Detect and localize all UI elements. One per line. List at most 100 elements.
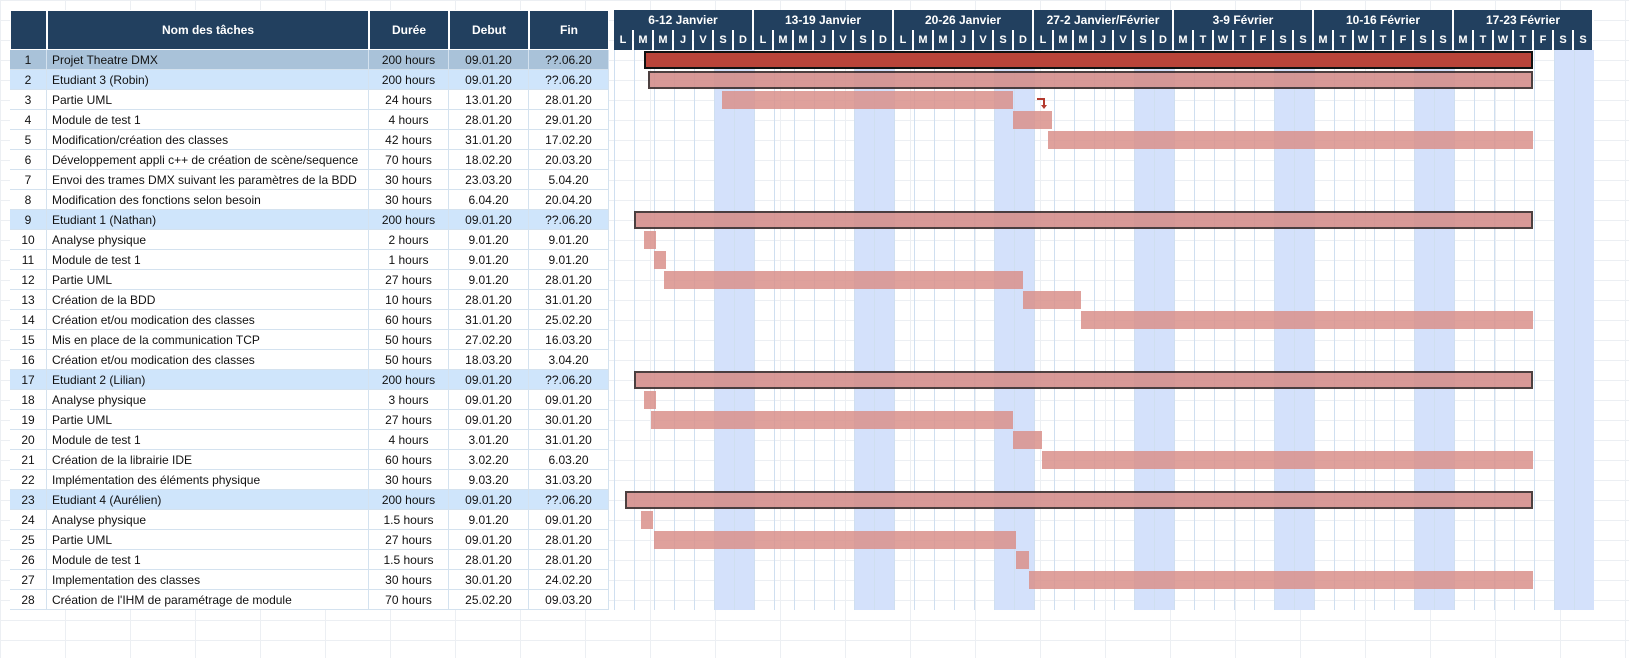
task-name-cell[interactable]: Module de test 1 [47,110,369,130]
duration-cell[interactable]: 70 hours [369,590,449,610]
summary-bar[interactable] [634,371,1533,389]
row-number-cell[interactable]: 28 [10,590,47,610]
task-name-cell[interactable]: Développement appli c++ de création de s… [47,150,369,170]
duration-cell[interactable]: 200 hours [369,50,449,70]
row-number-cell[interactable]: 8 [10,190,47,210]
task-bar[interactable] [1013,431,1042,449]
task-name-cell[interactable]: Analyse physique [47,230,369,250]
end-date-cell[interactable]: 09.01.20 [529,510,609,530]
summary-bar[interactable] [648,71,1533,89]
end-date-cell[interactable]: 09.03.20 [529,590,609,610]
start-date-cell[interactable]: 30.01.20 [449,570,529,590]
task-name-cell[interactable]: Etudiant 4 (Aurélien) [47,490,369,510]
task-name-cell[interactable]: Création de l'IHM de paramétrage de modu… [47,590,369,610]
start-date-cell[interactable]: 09.01.20 [449,390,529,410]
start-date-cell[interactable]: 9.01.20 [449,250,529,270]
task-bar[interactable] [654,531,1016,549]
row-number-cell[interactable]: 15 [10,330,47,350]
duration-cell[interactable]: 200 hours [369,70,449,90]
start-date-cell[interactable]: 9.01.20 [449,510,529,530]
end-date-cell[interactable]: 24.02.20 [529,570,609,590]
duration-cell[interactable]: 42 hours [369,130,449,150]
start-date-cell[interactable]: 25.02.20 [449,590,529,610]
duration-cell[interactable]: 1.5 hours [369,550,449,570]
duration-cell[interactable]: 70 hours [369,150,449,170]
end-date-cell[interactable]: 28.01.20 [529,530,609,550]
row-number-cell[interactable]: 23 [10,490,47,510]
task-bar[interactable] [722,91,1013,109]
duration-header[interactable]: Durée [369,10,449,50]
task-name-cell[interactable]: Projet Theatre DMX [47,50,369,70]
duration-cell[interactable]: 1.5 hours [369,510,449,530]
end-date-cell[interactable]: 20.04.20 [529,190,609,210]
task-name-cell[interactable]: Modification des fonctions selon besoin [47,190,369,210]
task-bar[interactable] [1029,571,1533,589]
task-name-cell[interactable]: Partie UML [47,90,369,110]
duration-cell[interactable]: 24 hours [369,90,449,110]
start-date-cell[interactable]: 27.02.20 [449,330,529,350]
start-date-cell[interactable]: 13.01.20 [449,90,529,110]
task-bar[interactable] [1048,131,1533,149]
task-name-cell[interactable]: Etudiant 3 (Robin) [47,70,369,90]
row-number-cell[interactable]: 19 [10,410,47,430]
duration-cell[interactable]: 27 hours [369,410,449,430]
duration-cell[interactable]: 50 hours [369,350,449,370]
duration-cell[interactable]: 30 hours [369,570,449,590]
duration-cell[interactable]: 200 hours [369,490,449,510]
task-name-cell[interactable]: Module de test 1 [47,250,369,270]
task-name-cell[interactable]: Implémentation des éléments physique [47,470,369,490]
duration-cell[interactable]: 27 hours [369,270,449,290]
task-name-header[interactable]: Nom des tâches [47,10,369,50]
start-date-cell[interactable]: 09.01.20 [449,70,529,90]
start-date-cell[interactable]: 09.01.20 [449,370,529,390]
start-date-cell[interactable]: 3.01.20 [449,430,529,450]
task-bar[interactable] [1042,451,1533,469]
start-date-cell[interactable]: 09.01.20 [449,50,529,70]
start-date-cell[interactable]: 09.01.20 [449,410,529,430]
task-name-cell[interactable]: Création et/ou modication des classes [47,310,369,330]
row-number-cell[interactable]: 7 [10,170,47,190]
duration-cell[interactable]: 60 hours [369,310,449,330]
end-date-cell[interactable]: 29.01.20 [529,110,609,130]
duration-cell[interactable]: 200 hours [369,210,449,230]
task-name-cell[interactable]: Module de test 1 [47,550,369,570]
end-date-cell[interactable]: ??.06.20 [529,210,609,230]
task-name-cell[interactable]: Création de la BDD [47,290,369,310]
start-header[interactable]: Debut [449,10,529,50]
row-number-cell[interactable]: 1 [10,50,47,70]
duration-cell[interactable]: 60 hours [369,450,449,470]
project-bar[interactable] [644,51,1533,69]
end-date-cell[interactable]: 5.04.20 [529,170,609,190]
start-date-cell[interactable]: 18.02.20 [449,150,529,170]
start-date-cell[interactable]: 6.04.20 [449,190,529,210]
duration-cell[interactable]: 30 hours [369,190,449,210]
task-bar[interactable] [651,411,1013,429]
end-header[interactable]: Fin [529,10,609,50]
end-date-cell[interactable]: 28.01.20 [529,550,609,570]
task-bar[interactable] [1081,311,1533,329]
task-name-cell[interactable]: Création de la librairie IDE [47,450,369,470]
end-date-cell[interactable]: ??.06.20 [529,490,609,510]
start-date-cell[interactable]: 28.01.20 [449,110,529,130]
end-date-cell[interactable]: 28.01.20 [529,90,609,110]
task-name-cell[interactable]: Mis en place de la communication TCP [47,330,369,350]
row-number-cell[interactable]: 3 [10,90,47,110]
row-number-cell[interactable]: 22 [10,470,47,490]
task-name-cell[interactable]: Envoi des trames DMX suivant les paramèt… [47,170,369,190]
start-date-cell[interactable]: 23.03.20 [449,170,529,190]
end-date-cell[interactable]: 17.02.20 [529,130,609,150]
duration-cell[interactable]: 4 hours [369,430,449,450]
row-number-cell[interactable]: 17 [10,370,47,390]
row-number-cell[interactable]: 25 [10,530,47,550]
row-number-cell[interactable]: 18 [10,390,47,410]
end-date-cell[interactable]: 09.01.20 [529,390,609,410]
summary-bar[interactable] [634,211,1533,229]
row-number-cell[interactable]: 10 [10,230,47,250]
row-number-cell[interactable]: 20 [10,430,47,450]
end-date-cell[interactable]: 31.03.20 [529,470,609,490]
row-number-cell[interactable]: 5 [10,130,47,150]
end-date-cell[interactable]: 9.01.20 [529,250,609,270]
task-bar[interactable] [1023,291,1081,309]
start-date-cell[interactable]: 31.01.20 [449,130,529,150]
duration-cell[interactable]: 30 hours [369,170,449,190]
